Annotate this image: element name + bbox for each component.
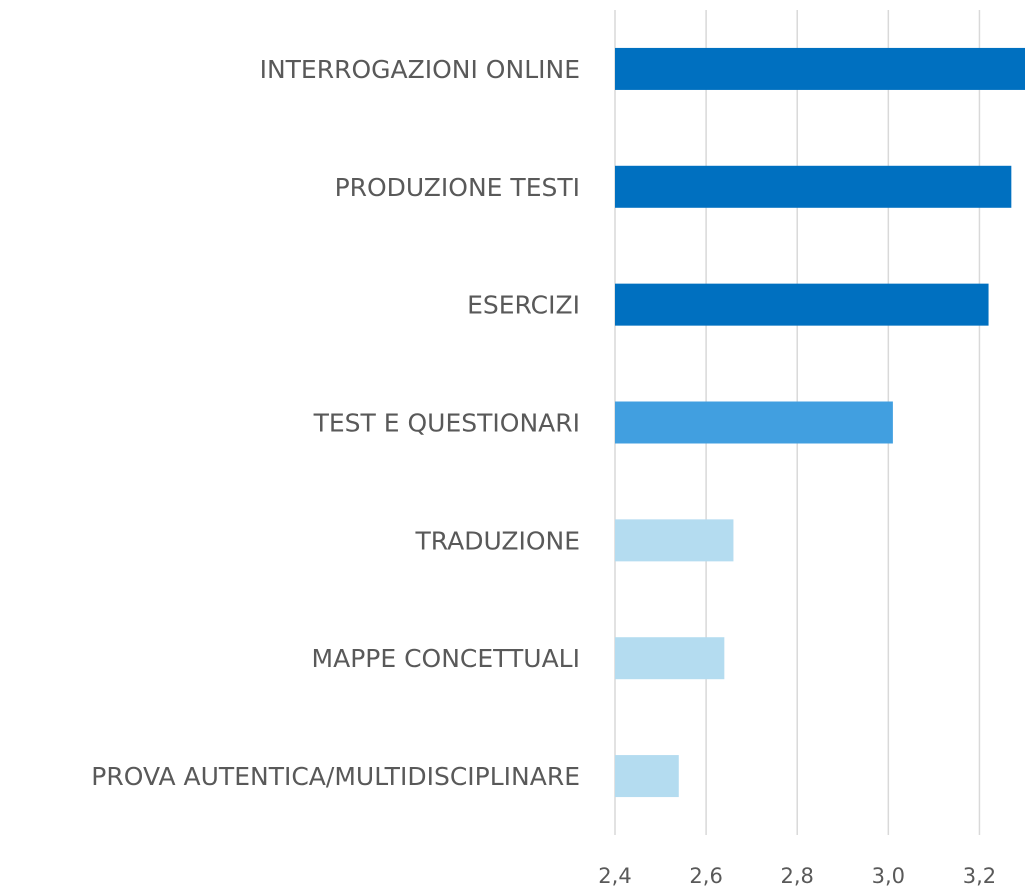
- bar: [615, 401, 893, 444]
- y-tick-label: MAPPE CONCETTUALI: [312, 644, 580, 673]
- x-tick-label: 2,8: [781, 864, 814, 888]
- y-tick-label: TRADUZIONE: [414, 526, 580, 555]
- bar: [615, 637, 725, 680]
- x-tick-label: 2,4: [598, 864, 631, 888]
- y-tick-label: ESERCIZI: [467, 291, 580, 320]
- y-tick-label: INTERROGAZIONI ONLINE: [260, 55, 580, 84]
- bar: [615, 283, 989, 326]
- bar: [615, 755, 679, 798]
- y-tick-label: TEST E QUESTIONARI: [313, 409, 580, 438]
- bar: [615, 47, 1025, 90]
- bar: [615, 165, 1012, 208]
- x-tick-label: 2,6: [689, 864, 722, 888]
- x-tick-label: 3,0: [872, 864, 905, 888]
- y-tick-label: PRODUZIONE TESTI: [335, 173, 580, 202]
- y-tick-label: PROVA AUTENTICA/MULTIDISCIPLINARE: [91, 762, 580, 791]
- x-tick-label: 3,2: [963, 864, 996, 888]
- bar: [615, 519, 734, 562]
